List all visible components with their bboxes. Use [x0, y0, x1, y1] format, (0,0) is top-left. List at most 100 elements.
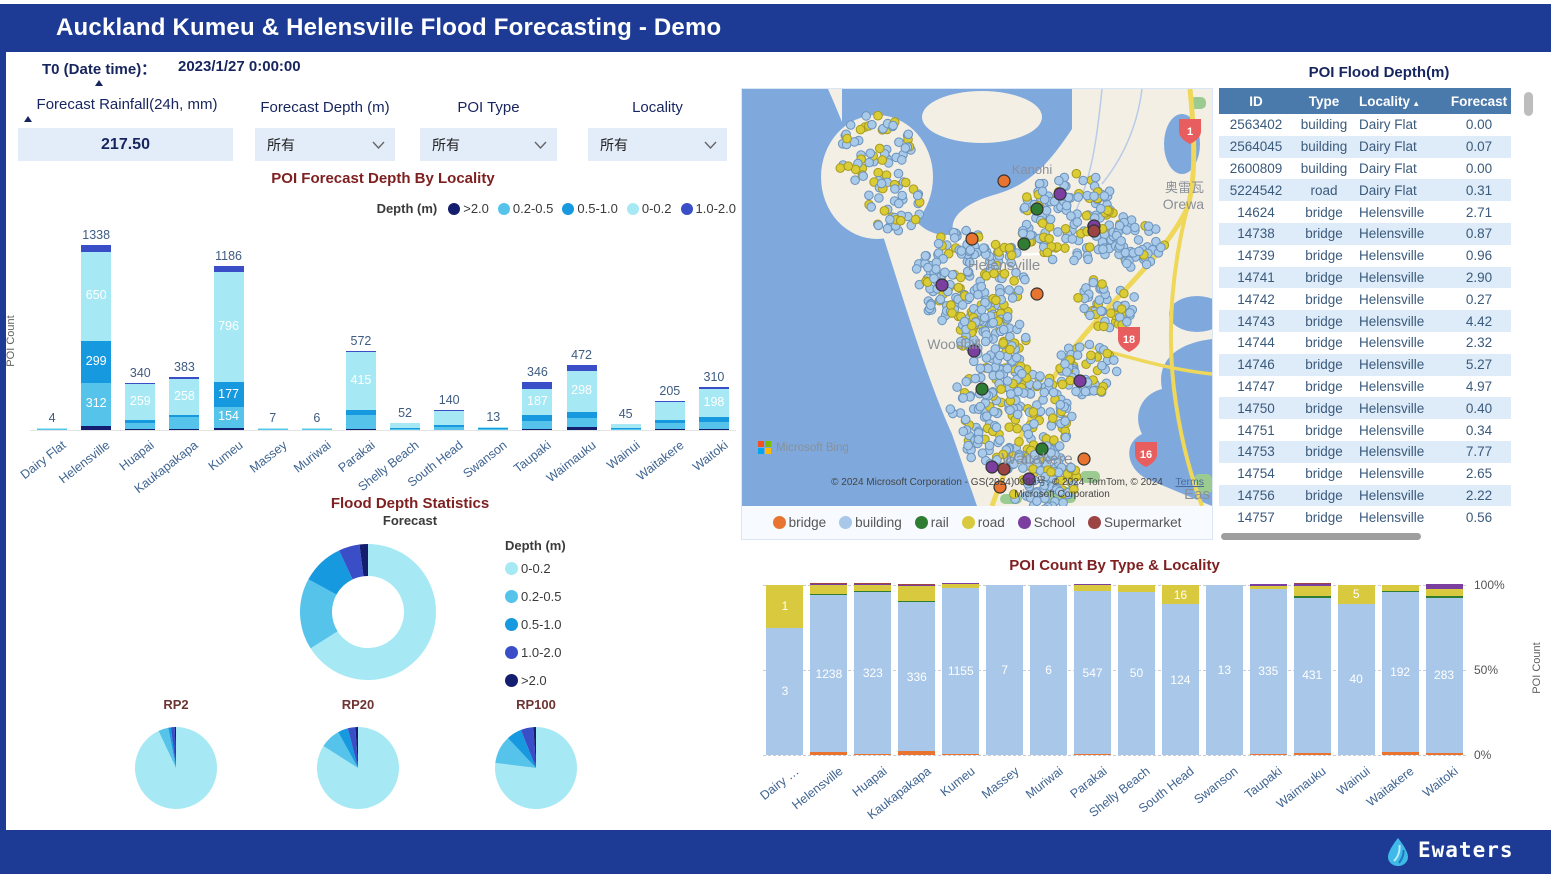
table-row[interactable]: 14754 bridge Helensville 2.65: [1237, 466, 1493, 482]
bar-segment-0-0.2[interactable]: 650: [81, 251, 112, 342]
bar-segment-0-0.2[interactable]: [257, 427, 288, 429]
bar-segment-0.2-0.5[interactable]: 312: [81, 382, 112, 426]
bar-segment-0-0.2[interactable]: 198: [698, 389, 729, 417]
bar-segment-building[interactable]: 283: [1425, 597, 1463, 753]
bar-segment-0.5-1.0[interactable]: [257, 428, 288, 430]
bar-segment-building[interactable]: 1238: [810, 595, 848, 753]
bar-segment-road[interactable]: 16: [1161, 585, 1199, 605]
bar-segment-bridge[interactable]: [854, 753, 892, 755]
bar-segment-School[interactable]: [942, 583, 980, 585]
bar-segment-road[interactable]: 5: [1337, 585, 1375, 604]
locality-dropdown[interactable]: 所有: [588, 128, 727, 161]
bar-segment-0.2-0.5[interactable]: [37, 429, 68, 430]
map-legend-item[interactable]: building: [839, 515, 902, 530]
bar-segment-road[interactable]: [1425, 588, 1463, 597]
bar-segment-building[interactable]: 1155: [942, 588, 980, 754]
bar-segment-0.2-0.5[interactable]: 154: [213, 406, 244, 429]
bar-segment->2.0[interactable]: [169, 428, 200, 430]
bar-segment-0-0.2[interactable]: 415: [345, 352, 376, 410]
bar-segment-0.2-0.5[interactable]: [390, 428, 421, 430]
bar-segment-road[interactable]: [1117, 585, 1155, 592]
bar-segment-bridge[interactable]: [1293, 752, 1331, 755]
table-row[interactable]: 14742 bridge Helensville 0.27: [1237, 291, 1493, 307]
donut-chart[interactable]: [288, 532, 448, 692]
bar-segment-rail[interactable]: [1293, 596, 1331, 598]
bar-segment-rail[interactable]: [898, 601, 936, 603]
column-header-locality[interactable]: Locality ▲: [1359, 93, 1421, 109]
table-row[interactable]: 2600809 building Dairy Flat 0.00: [1229, 160, 1493, 176]
table-vertical-scrollbar[interactable]: [1524, 92, 1533, 116]
bar-segment->2.0[interactable]: [81, 425, 112, 430]
bar-segment-road[interactable]: [898, 586, 936, 602]
map-legend-item[interactable]: rail: [914, 515, 949, 530]
bar-segment-0-0.2[interactable]: [434, 410, 465, 426]
rp100-pie[interactable]: [486, 718, 586, 818]
bar-segment-rail[interactable]: [1381, 591, 1419, 593]
table-row[interactable]: 14756 bridge Helensville 2.22: [1219, 484, 1511, 507]
bar-segment-0.5-1.0[interactable]: [37, 428, 68, 430]
bar-segment-1.0-2.0[interactable]: [698, 386, 729, 390]
bar-segment-Supermarket[interactable]: [810, 582, 848, 584]
table-row[interactable]: 14751 bridge Helensville 0.34: [1237, 422, 1493, 438]
bar-segment-School[interactable]: [898, 585, 936, 587]
bar-segment-road[interactable]: [854, 585, 892, 592]
bar-segment-building[interactable]: 6: [1030, 585, 1068, 755]
bar-segment-building[interactable]: 431: [1293, 597, 1331, 753]
bar-segment-0.5-1.0[interactable]: [522, 414, 553, 421]
bar-segment-bridge[interactable]: [810, 752, 848, 755]
bar-segment-building[interactable]: 323: [854, 592, 892, 754]
slice-0-0.2[interactable]: [310, 544, 436, 680]
bar-segment-0-0.2[interactable]: [301, 427, 332, 429]
bar-segment-0-0.2[interactable]: 298: [566, 370, 597, 413]
rp20-pie[interactable]: [308, 718, 408, 818]
bar-segment-building[interactable]: 335: [1249, 588, 1287, 754]
bar-segment-Supermarket[interactable]: [898, 583, 936, 586]
bar-segment->2.0[interactable]: [522, 429, 553, 430]
table-row[interactable]: 2563402 building Dairy Flat 0.00: [1229, 117, 1493, 133]
bar-segment-1.0-2.0[interactable]: [125, 382, 156, 385]
bar-segment-0.2-0.5[interactable]: [169, 417, 200, 429]
legend-item[interactable]: 0-0.2: [505, 561, 566, 576]
bar-segment-0.2-0.5[interactable]: [522, 420, 553, 430]
bar-segment-0.2-0.5[interactable]: [654, 422, 685, 430]
table-row[interactable]: 14743 bridge Helensville 4.42: [1219, 310, 1511, 332]
bar-segment-building[interactable]: 336: [898, 602, 936, 752]
slice-1.0-2.0[interactable]: [520, 727, 536, 768]
bar-segment-bridge[interactable]: [1425, 752, 1463, 755]
bar-segment-building[interactable]: 50: [1117, 591, 1155, 755]
map-legend-item[interactable]: School: [1017, 515, 1075, 530]
bar-segment->2.0[interactable]: [566, 427, 597, 430]
table-row[interactable]: 14738 bridge Helensville 0.87: [1219, 222, 1511, 245]
bar-segment-road[interactable]: [942, 584, 980, 589]
bar-segment-building[interactable]: 3: [766, 627, 804, 755]
bar-segment-0-0.2[interactable]: 187: [522, 388, 553, 415]
bar-segment->2.0[interactable]: [213, 428, 244, 430]
bar-segment->2.0[interactable]: [125, 429, 156, 430]
slice-0.5-1.0[interactable]: [168, 727, 176, 768]
bar-segment-0.5-1.0[interactable]: [169, 414, 200, 418]
table-row[interactable]: 14741 bridge Helensville 2.90: [1219, 266, 1511, 289]
bar-segment-School[interactable]: [1249, 584, 1287, 586]
bar-segment-bridge[interactable]: [1074, 753, 1112, 755]
slice-1.0-2.0[interactable]: [339, 544, 364, 580]
bar-segment-1.0-2.0[interactable]: [522, 382, 553, 389]
slice-0.2-0.5[interactable]: [323, 732, 358, 768]
legend-item[interactable]: 1.0-2.0: [505, 645, 566, 660]
bar-segment-0.2-0.5[interactable]: [434, 426, 465, 430]
bar-segment->2.0[interactable]: [698, 429, 729, 430]
bar-segment-0.2-0.5[interactable]: [566, 417, 597, 428]
rainfall-value-box[interactable]: 217.50: [18, 128, 233, 161]
bar-segment-0-0.2[interactable]: 796: [213, 272, 244, 383]
bar-segment-0-0.2[interactable]: 259: [125, 384, 156, 421]
bar-segment-0.2-0.5[interactable]: [698, 422, 729, 430]
table-row[interactable]: 5224542 road Dairy Flat 0.31: [1219, 179, 1511, 202]
bar-segment-bridge[interactable]: [1249, 753, 1287, 755]
bar-segment-0.2-0.5[interactable]: [345, 415, 376, 430]
slice-0.2-0.5[interactable]: [300, 579, 338, 649]
slice-1.0-2.0[interactable]: [170, 727, 176, 768]
bar-segment-0.2-0.5[interactable]: [125, 422, 156, 430]
bar-segment-building[interactable]: 124: [1161, 604, 1199, 755]
bar-segment-1.0-2.0[interactable]: [213, 266, 244, 273]
bar-segment-bridge[interactable]: [898, 751, 936, 755]
slice-1.0-2.0[interactable]: [347, 727, 358, 768]
